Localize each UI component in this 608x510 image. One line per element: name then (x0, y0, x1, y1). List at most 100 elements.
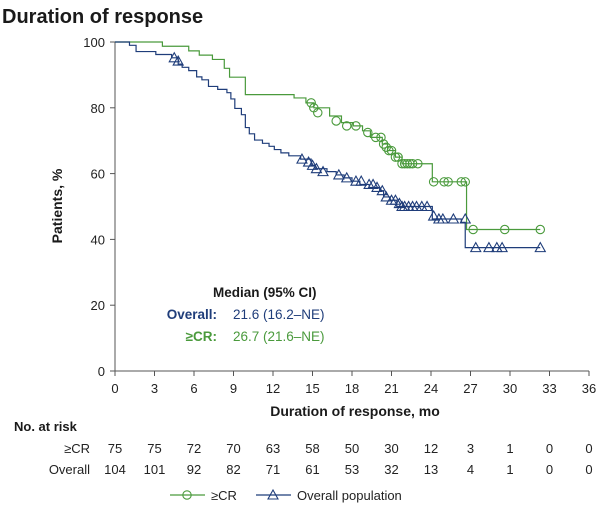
x-tick-label: 27 (463, 381, 477, 396)
censor-marker (439, 177, 449, 187)
censor-marker (363, 127, 373, 138)
median-overall-label: Overall: (167, 307, 217, 322)
censor-marker (168, 51, 181, 63)
censor-marker (460, 177, 470, 187)
risk-cell: 82 (226, 462, 240, 477)
median-heading: Median (95% CI) (213, 285, 317, 300)
y-tick-label: 20 (91, 298, 105, 313)
censor-marker (496, 241, 509, 253)
risk-cell: 12 (424, 441, 438, 456)
x-tick-label: 30 (503, 381, 517, 396)
risk-cell: 32 (384, 462, 398, 477)
censor-marker (331, 116, 341, 126)
legend-item-overall: Overall population (256, 488, 402, 503)
risk-cell: 72 (187, 441, 201, 456)
risk-cell: 58 (305, 441, 319, 456)
y-tick-label: 40 (91, 232, 105, 247)
risk-cell: 0 (546, 441, 553, 456)
censor-marker (380, 190, 393, 202)
censor-marker (381, 142, 391, 153)
censor-marker (535, 224, 546, 235)
censor-marker (499, 224, 510, 235)
censor-marker (456, 177, 467, 187)
legend-label: Overall population (297, 488, 402, 503)
censor-marker (390, 152, 401, 162)
censor-marker (482, 241, 495, 253)
y-tick-label: 80 (91, 101, 105, 116)
x-tick-label: 36 (582, 381, 596, 396)
censor-marker (384, 145, 394, 156)
median-cr-value: 26.7 (21.6–NE) (233, 329, 325, 344)
km-curve (115, 41, 541, 249)
risk-cell: 50 (345, 441, 359, 456)
censor-marker (393, 197, 406, 209)
risk-cell: 30 (384, 441, 398, 456)
chart-title: Duration of response (2, 6, 203, 28)
x-tick-label: 9 (230, 381, 237, 396)
censor-marker (389, 194, 402, 205)
median-overall-value: 21.6 (16.2–NE) (233, 307, 325, 322)
risk-cell: 0 (585, 441, 592, 456)
x-tick-label: 21 (384, 381, 398, 396)
censor-marker (310, 162, 323, 174)
risk-cell: 92 (187, 462, 201, 477)
risk-cell: 53 (345, 462, 359, 477)
censor-marker (402, 158, 413, 169)
censor-marker (378, 139, 389, 149)
censor-marker (341, 121, 352, 131)
censor-marker (421, 200, 433, 212)
legend-label: ≥CR (211, 488, 237, 503)
risk-cell: 61 (305, 462, 319, 477)
x-tick-label: 18 (345, 381, 359, 396)
risk-cell: 101 (144, 462, 166, 477)
legend-item-cr: ≥CR (170, 488, 237, 503)
risk-cell: 0 (585, 462, 592, 477)
risk-cell: 0 (546, 462, 553, 477)
series-cr (115, 41, 546, 235)
risk-cell: 75 (147, 441, 161, 456)
x-tick-label: 12 (266, 381, 280, 396)
median-box: Median (95% CI) Overall: 21.6 (16.2–NE) … (167, 285, 325, 344)
censor-marker (436, 212, 449, 224)
risk-cell: 1 (506, 462, 513, 477)
x-tick-label: 3 (151, 381, 158, 396)
y-tick-label: 100 (83, 35, 105, 50)
censor-marker (355, 175, 368, 186)
legend-marker-circle (182, 490, 192, 500)
risk-cell: 4 (467, 462, 474, 477)
y-tick-label: 60 (91, 167, 105, 182)
censor-marker (306, 159, 319, 170)
x-tick-label: 6 (190, 381, 197, 396)
risk-cell: 71 (266, 462, 280, 477)
x-tick-label: 33 (542, 381, 556, 396)
series-layer (115, 41, 547, 253)
risk-cell: 63 (266, 441, 280, 456)
risk-cell: 75 (108, 441, 122, 456)
censor-marker (313, 107, 323, 118)
x-tick-label: 24 (424, 381, 438, 396)
censor-marker (413, 158, 423, 169)
censor-marker (428, 177, 439, 187)
censor-marker (351, 121, 361, 131)
censor-marker (459, 212, 472, 224)
censor-marker (332, 168, 345, 180)
censor-marker (447, 212, 460, 224)
censor-marker (340, 171, 353, 183)
risk-cell: 104 (104, 462, 126, 477)
x-tick-label: 0 (111, 381, 118, 396)
risk-cell: 70 (226, 441, 240, 456)
censor-marker (370, 132, 381, 143)
risk-cell: 13 (424, 462, 438, 477)
km-curve (115, 41, 541, 231)
legend-marker-triangle (267, 488, 279, 500)
censor-marker (172, 54, 185, 66)
censor-marker (376, 184, 389, 196)
median-cr-label: ≥CR: (186, 329, 217, 344)
censor-marker (443, 177, 453, 187)
censor-marker (376, 132, 386, 143)
censor-marker (306, 98, 316, 108)
censor-marker (317, 165, 329, 177)
censor-marker (371, 181, 383, 192)
